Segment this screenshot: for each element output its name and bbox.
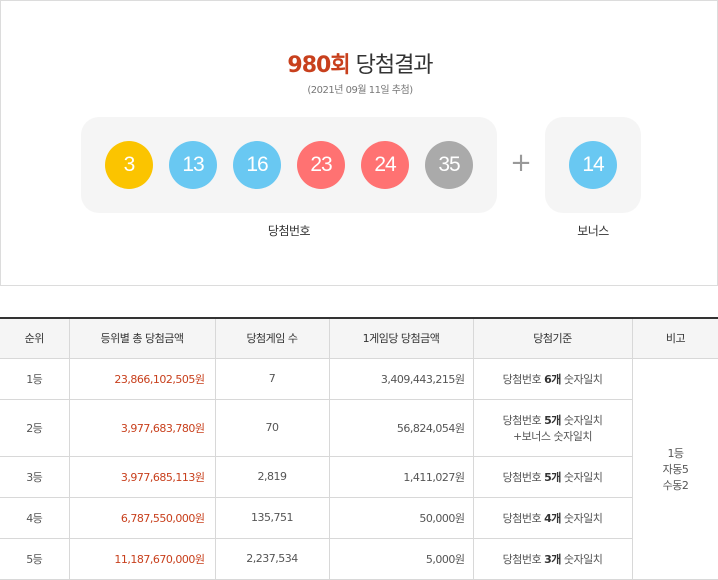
remarks-cell: 1등 자동5 수동2 <box>632 358 718 579</box>
remark-line: 1등 <box>633 445 718 461</box>
round-title-suffix: 당첨결과 <box>350 53 433 78</box>
criteria-extra: +보너스 숫자일치 <box>474 428 632 444</box>
prize-table: 순위 등위별 총 당첨금액 당첨게임 수 1게임당 당첨금액 당첨기준 비고 1… <box>0 317 718 580</box>
criteria-count: 3개 <box>544 553 561 566</box>
plus-icon: + <box>509 148 533 178</box>
criteria-count: 4개 <box>544 512 561 525</box>
winning-numbers-panel: 3 13 16 23 24 35 <box>81 117 497 213</box>
total-amount-cell: 6,787,550,000원 <box>69 497 215 538</box>
criteria-suffix: 숫자일치 <box>561 414 602 427</box>
header-total-amount: 등위별 총 당첨금액 <box>69 318 215 358</box>
per-game-amount-cell: 3,409,443,215원 <box>329 358 473 399</box>
round-number: 980회 <box>287 53 349 78</box>
draw-date: (2021년 09월 11일 추첨) <box>1 81 718 96</box>
per-game-amount-cell: 50,000원 <box>329 497 473 538</box>
criteria-count: 5개 <box>544 471 561 484</box>
header-remarks: 비고 <box>632 318 718 358</box>
winning-numbers-label: 당첨번호 <box>81 222 497 239</box>
criteria-suffix: 숫자일치 <box>561 471 602 484</box>
rank-cell: 3등 <box>0 456 69 497</box>
criteria-count: 6개 <box>544 373 561 386</box>
header-winner-count: 당첨게임 수 <box>215 318 329 358</box>
winning-ball: 16 <box>233 141 281 189</box>
winning-ball: 24 <box>361 141 409 189</box>
criteria-cell: 당첨번호 6개 숫자일치 <box>473 358 632 399</box>
bonus-number-panel: 14 <box>545 117 641 213</box>
rank-cell: 5등 <box>0 538 69 579</box>
criteria-prefix: 당첨번호 <box>503 414 544 427</box>
remark-line: 수동2 <box>633 477 718 493</box>
table-row: 2등 3,977,683,780원 70 56,824,054원 당첨번호 5개… <box>0 399 718 456</box>
rank-cell: 4등 <box>0 497 69 538</box>
total-amount-cell: 11,187,670,000원 <box>69 538 215 579</box>
winning-ball: 23 <box>297 141 345 189</box>
criteria-suffix: 숫자일치 <box>561 512 602 525</box>
table-row: 4등 6,787,550,000원 135,751 50,000원 당첨번호 4… <box>0 497 718 538</box>
bonus-label: 보너스 <box>545 222 641 239</box>
rank-cell: 1등 <box>0 358 69 399</box>
rank-cell: 2등 <box>0 399 69 456</box>
criteria-cell: 당첨번호 5개 숫자일치 <box>473 456 632 497</box>
table-row: 1등 23,866,102,505원 7 3,409,443,215원 당첨번호… <box>0 358 718 399</box>
per-game-amount-cell: 1,411,027원 <box>329 456 473 497</box>
draw-result-panel: 980회 당첨결과 (2021년 09월 11일 추첨) 3 13 16 23 … <box>0 0 718 286</box>
winner-count-cell: 70 <box>215 399 329 456</box>
per-game-amount-cell: 56,824,054원 <box>329 399 473 456</box>
winner-count-cell: 135,751 <box>215 497 329 538</box>
winning-ball: 13 <box>169 141 217 189</box>
winner-count-cell: 2,237,534 <box>215 538 329 579</box>
winning-ball: 35 <box>425 141 473 189</box>
criteria-suffix: 숫자일치 <box>561 553 602 566</box>
criteria-cell: 당첨번호 4개 숫자일치 <box>473 497 632 538</box>
criteria-prefix: 당첨번호 <box>503 373 544 386</box>
criteria-prefix: 당첨번호 <box>503 512 544 525</box>
winner-count-cell: 7 <box>215 358 329 399</box>
winning-ball: 3 <box>105 141 153 189</box>
table-header-row: 순위 등위별 총 당첨금액 당첨게임 수 1게임당 당첨금액 당첨기준 비고 <box>0 318 718 358</box>
header-per-game-amount: 1게임당 당첨금액 <box>329 318 473 358</box>
total-amount-cell: 3,977,685,113원 <box>69 456 215 497</box>
criteria-prefix: 당첨번호 <box>503 471 544 484</box>
header-criteria: 당첨기준 <box>473 318 632 358</box>
winner-count-cell: 2,819 <box>215 456 329 497</box>
criteria-suffix: 숫자일치 <box>561 373 602 386</box>
total-amount-cell: 23,866,102,505원 <box>69 358 215 399</box>
per-game-amount-cell: 5,000원 <box>329 538 473 579</box>
header-rank: 순위 <box>0 318 69 358</box>
total-amount-cell: 3,977,683,780원 <box>69 399 215 456</box>
criteria-prefix: 당첨번호 <box>503 553 544 566</box>
criteria-count: 5개 <box>544 414 561 427</box>
remark-line: 자동5 <box>633 461 718 477</box>
criteria-cell: 당첨번호 5개 숫자일치 +보너스 숫자일치 <box>473 399 632 456</box>
round-title: 980회 당첨결과 <box>1 47 718 79</box>
bonus-ball: 14 <box>569 141 617 189</box>
criteria-cell: 당첨번호 3개 숫자일치 <box>473 538 632 579</box>
table-row: 5등 11,187,670,000원 2,237,534 5,000원 당첨번호… <box>0 538 718 579</box>
table-row: 3등 3,977,685,113원 2,819 1,411,027원 당첨번호 … <box>0 456 718 497</box>
